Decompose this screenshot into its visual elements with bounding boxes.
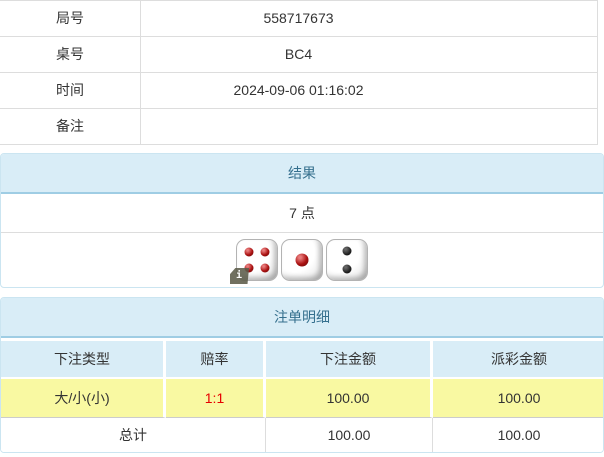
info-row-remark: 备注 <box>0 109 597 145</box>
odds-cell: 1:1 <box>166 379 266 418</box>
bets-table: 下注类型 赔率 下注金额 派彩金额 大/小(小) 1:1 100.00 100.… <box>1 338 603 452</box>
die-2 <box>326 239 368 281</box>
time-label: 时间 <box>0 73 141 108</box>
die-pip <box>342 246 352 256</box>
total-bet-amount-cell: 100.00 <box>266 418 433 452</box>
die-pip <box>295 253 309 267</box>
total-payout-amount-cell: 100.00 <box>433 418 603 452</box>
result-panel: 结果 7 点 i <box>0 153 604 288</box>
payout-amount-cell: 100.00 <box>433 379 603 418</box>
bets-header-row: 下注类型 赔率 下注金额 派彩金额 <box>1 338 603 379</box>
die-1 <box>281 239 323 281</box>
col-header-bet-amount: 下注金额 <box>266 338 433 379</box>
die-pip <box>342 264 352 274</box>
game-number-value: 558717673 <box>263 10 334 26</box>
table-number-value: BC4 <box>284 46 313 62</box>
die-pip <box>244 247 254 257</box>
die-4: i <box>230 239 278 284</box>
bet-amount-cell: 100.00 <box>266 379 433 418</box>
time-value: 2024-09-06 01:16:02 <box>233 82 364 98</box>
table-number-label: 桌号 <box>0 37 141 72</box>
col-header-payout-amount: 派彩金额 <box>433 338 603 379</box>
bets-panel-header: 注单明细 <box>1 298 603 338</box>
col-header-odds: 赔率 <box>166 338 266 379</box>
result-panel-header: 结果 <box>1 154 603 194</box>
bets-total-row: 总计 100.00 100.00 <box>1 418 603 452</box>
bet-type-cell: 大/小(小) <box>1 379 166 418</box>
dice-row: i <box>1 233 603 287</box>
info-row-game-number: 558717673 局号 <box>0 1 597 37</box>
info-row-time: 2024-09-06 01:16:02 时间 <box>0 73 597 109</box>
total-label-cell: 总计 <box>1 418 266 452</box>
info-row-table-number: BC4 桌号 <box>0 37 597 73</box>
info-badge-icon[interactable]: i <box>230 268 250 284</box>
game-info-table: 558717673 局号 BC4 桌号 2024-09-06 01:16:02 … <box>0 0 598 145</box>
remark-label: 备注 <box>0 109 141 144</box>
die-pip <box>260 263 270 273</box>
result-points: 7 点 <box>1 194 603 233</box>
bet-row: 大/小(小) 1:1 100.00 100.00 <box>1 379 603 418</box>
game-number-label: 局号 <box>0 1 141 36</box>
col-header-bet-type: 下注类型 <box>1 338 166 379</box>
bets-panel: 注单明细 下注类型 赔率 下注金额 派彩金额 大/小(小) 1:1 100.00… <box>0 297 604 453</box>
die-pip <box>260 247 270 257</box>
